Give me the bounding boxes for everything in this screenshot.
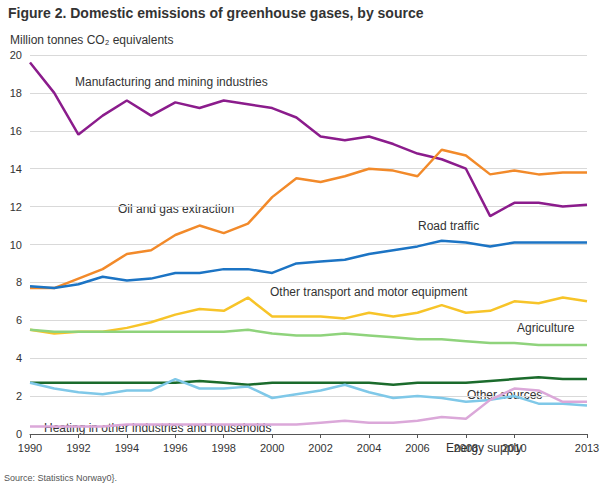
svg-text:2006: 2006 <box>405 442 429 454</box>
svg-text:6: 6 <box>16 314 22 326</box>
svg-text:1992: 1992 <box>66 442 90 454</box>
svg-text:1990: 1990 <box>18 442 42 454</box>
svg-text:Road traffic: Road traffic <box>418 219 479 233</box>
svg-text:2: 2 <box>16 390 22 402</box>
svg-text:14: 14 <box>10 163 22 175</box>
svg-text:Other sources: Other sources <box>467 388 543 402</box>
svg-text:Oil and gas extraction: Oil and gas extraction <box>118 202 234 216</box>
svg-text:12: 12 <box>10 201 22 213</box>
svg-text:16: 16 <box>10 125 22 137</box>
svg-text:2004: 2004 <box>357 442 381 454</box>
svg-text:4: 4 <box>16 352 22 364</box>
svg-text:2010: 2010 <box>502 442 526 454</box>
svg-text:20: 20 <box>10 49 22 61</box>
svg-text:Energy supply: Energy supply <box>446 441 522 455</box>
svg-text:8: 8 <box>16 276 22 288</box>
svg-text:2013: 2013 <box>575 442 599 454</box>
svg-text:Other transport and motor equi: Other transport and motor equipment <box>270 285 468 299</box>
svg-text:Heating in other industries an: Heating in other industries and househol… <box>44 421 271 435</box>
svg-text:Figure 2. Domestic emissions o: Figure 2. Domestic emissions of greenhou… <box>8 5 424 21</box>
svg-text:Agriculture: Agriculture <box>517 321 575 335</box>
svg-text:2008: 2008 <box>454 442 478 454</box>
svg-text:1998: 1998 <box>211 442 235 454</box>
svg-text:1996: 1996 <box>163 442 187 454</box>
svg-text:1994: 1994 <box>115 442 139 454</box>
svg-text:2000: 2000 <box>260 442 284 454</box>
svg-text:Source: Statistics Norway0}.: Source: Statistics Norway0}. <box>4 473 117 483</box>
svg-text:Manufacturing and mining indus: Manufacturing and mining industries <box>75 75 268 89</box>
svg-text:2002: 2002 <box>308 442 332 454</box>
svg-text:0: 0 <box>16 428 22 440</box>
svg-text:Million tonnes CO₂ equivalents: Million tonnes CO₂ equivalents <box>10 33 173 47</box>
svg-text:18: 18 <box>10 87 22 99</box>
svg-text:10: 10 <box>10 239 22 251</box>
